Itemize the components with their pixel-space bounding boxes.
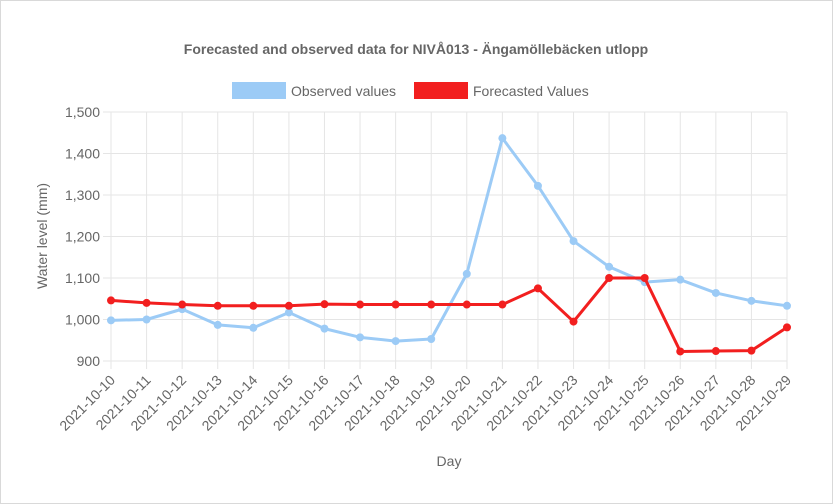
y-axis-ticks: 900 1,000 1,100 1,200 1,300 1,400 1,500 [65, 104, 100, 369]
data-point[interactable] [533, 284, 542, 293]
data-point[interactable] [747, 296, 756, 305]
data-point[interactable] [676, 275, 685, 284]
y-tick-label: 1,300 [65, 187, 100, 203]
chart-title: Forecasted and observed data for NIVÅ013… [184, 41, 648, 57]
data-point[interactable] [356, 300, 365, 309]
x-axis-title: Day [437, 453, 462, 469]
y-tick-label: 1,200 [65, 229, 100, 245]
data-point[interactable] [498, 134, 507, 143]
data-point[interactable] [569, 237, 578, 246]
data-point[interactable] [107, 296, 115, 305]
data-point[interactable] [533, 181, 542, 190]
data-point[interactable] [178, 300, 187, 309]
legend-swatch-observed [232, 82, 286, 99]
y-tick-label: 1,100 [65, 270, 100, 286]
data-point[interactable] [142, 315, 151, 324]
data-point[interactable] [284, 301, 293, 310]
data-point[interactable] [391, 337, 400, 346]
y-axis-title: Water level (mm) [34, 183, 50, 289]
y-tick-label: 1,400 [65, 146, 100, 162]
data-point[interactable] [676, 347, 685, 356]
legend-swatch-forecasted [414, 82, 468, 99]
legend-item-observed[interactable]: Observed values [232, 82, 396, 99]
series-line [110, 136, 788, 343]
data-point[interactable] [783, 323, 791, 332]
series-observed [107, 134, 791, 346]
data-point[interactable] [747, 346, 756, 355]
data-point[interactable] [107, 316, 115, 325]
data-point[interactable] [569, 317, 578, 326]
data-point[interactable] [320, 324, 329, 333]
data-point[interactable] [249, 301, 258, 310]
series-layer [107, 134, 791, 356]
legend-item-forecasted[interactable]: Forecasted Values [414, 82, 589, 99]
x-axis-ticks: 2021-10-102021-10-112021-10-122021-10-13… [56, 372, 794, 434]
data-point[interactable] [356, 333, 365, 342]
data-point[interactable] [462, 269, 471, 278]
data-point[interactable] [640, 274, 649, 282]
data-point[interactable] [320, 300, 329, 309]
y-tick-label: 900 [77, 353, 101, 369]
series-forecasted [107, 274, 791, 356]
data-point[interactable] [605, 262, 614, 271]
data-point[interactable] [605, 274, 614, 282]
data-point[interactable] [498, 300, 507, 309]
legend-label-observed: Observed values [291, 83, 396, 99]
grid [103, 111, 788, 369]
data-point[interactable] [711, 288, 720, 297]
data-point[interactable] [427, 300, 436, 309]
y-tick-label: 1,000 [65, 312, 100, 328]
data-point[interactable] [391, 300, 400, 309]
data-point[interactable] [284, 308, 293, 317]
data-point[interactable] [427, 335, 436, 344]
data-point[interactable] [462, 300, 471, 309]
data-point[interactable] [213, 320, 222, 329]
legend: Observed values Forecasted Values [232, 82, 589, 99]
data-point[interactable] [142, 298, 151, 307]
data-point[interactable] [213, 301, 222, 310]
data-point[interactable] [783, 301, 791, 310]
legend-label-forecasted: Forecasted Values [473, 83, 589, 99]
series-line [110, 276, 788, 353]
y-tick-label: 1,500 [65, 104, 100, 120]
data-point[interactable] [249, 323, 258, 332]
data-point[interactable] [711, 347, 720, 356]
